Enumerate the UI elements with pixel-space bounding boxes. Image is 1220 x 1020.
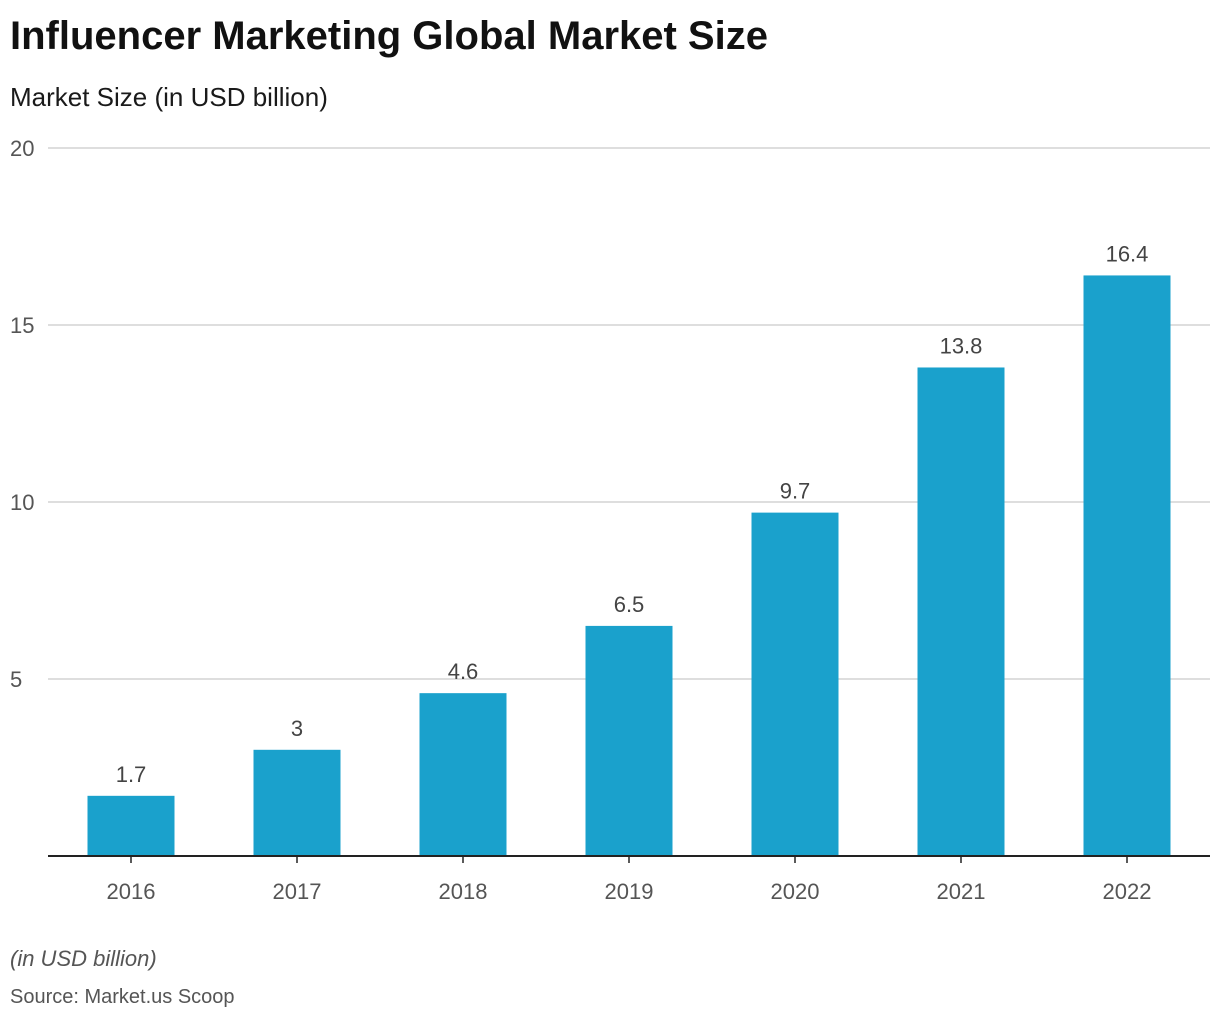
bar bbox=[751, 512, 839, 856]
bar bbox=[1083, 275, 1171, 856]
y-tick-label: 15 bbox=[10, 313, 34, 338]
data-label: 6.5 bbox=[614, 592, 645, 617]
y-tick-label: 20 bbox=[10, 136, 34, 161]
data-label: 16.4 bbox=[1106, 241, 1149, 266]
x-tick-label: 2016 bbox=[107, 879, 156, 904]
bar bbox=[253, 749, 341, 856]
data-label: 4.6 bbox=[448, 659, 479, 684]
chart-subtitle: Market Size (in USD billion) bbox=[10, 82, 328, 112]
x-tick-label: 2020 bbox=[771, 879, 820, 904]
x-tick-label: 2018 bbox=[439, 879, 488, 904]
data-label: 1.7 bbox=[116, 762, 147, 787]
x-tick-label: 2017 bbox=[273, 879, 322, 904]
data-label: 13.8 bbox=[940, 333, 983, 358]
x-tick-label: 2019 bbox=[605, 879, 654, 904]
data-label: 3 bbox=[291, 716, 303, 741]
y-tick-label: 10 bbox=[10, 490, 34, 515]
x-tick-label: 2022 bbox=[1103, 879, 1152, 904]
bar bbox=[917, 367, 1005, 856]
chart-title: Influencer Marketing Global Market Size bbox=[10, 14, 768, 58]
x-tick-label: 2021 bbox=[937, 879, 986, 904]
data-label: 9.7 bbox=[780, 479, 811, 504]
source-note: Source: Market.us Scoop bbox=[10, 986, 235, 1008]
bar bbox=[585, 625, 673, 856]
y-tick-label: 5 bbox=[10, 667, 22, 692]
bar bbox=[87, 795, 175, 856]
unit-note: (in USD billion) bbox=[10, 946, 157, 971]
bar bbox=[419, 693, 507, 856]
